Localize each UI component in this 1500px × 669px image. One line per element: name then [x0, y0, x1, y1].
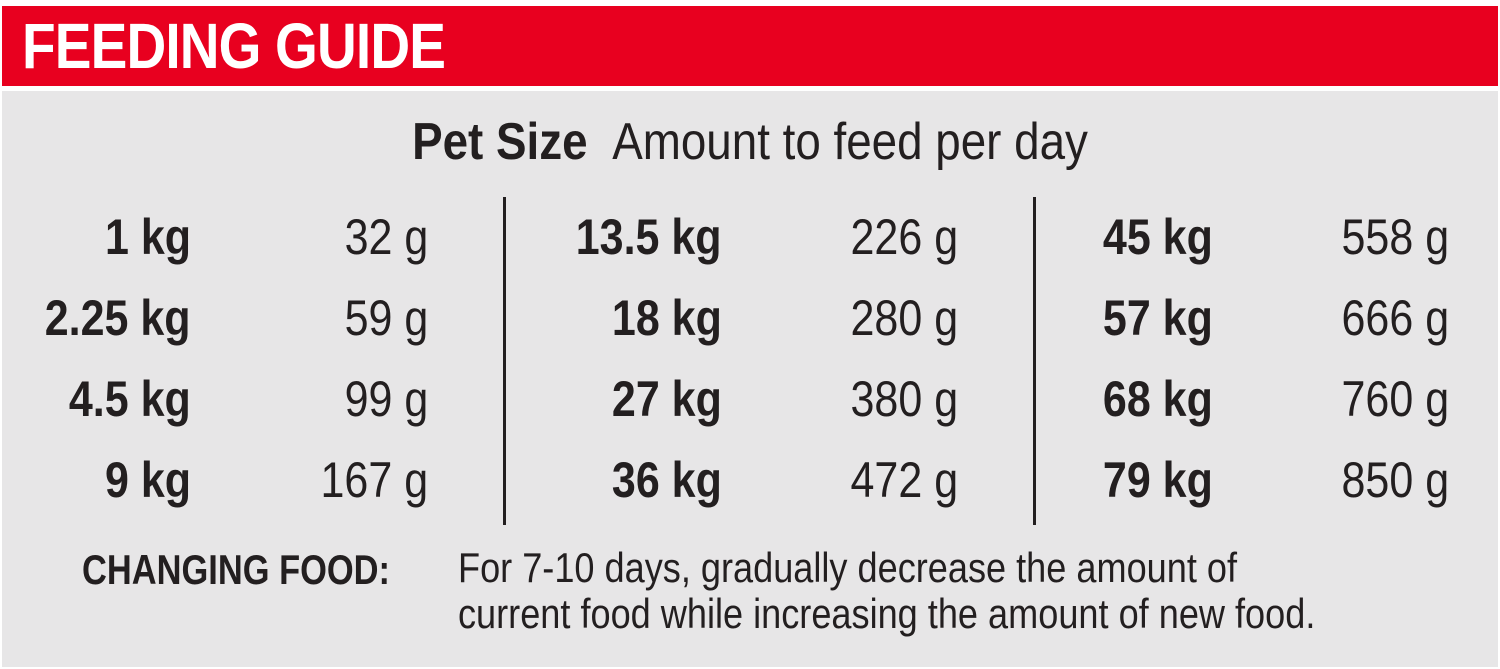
changing-food-line-2: current food while increasing the amount… — [458, 590, 1316, 637]
pet-size-cell: 57 kg — [1103, 290, 1213, 346]
pet-size-cell: 68 kg — [1103, 371, 1213, 427]
amount-cell: 226 g — [850, 209, 958, 265]
pet-size-cell: 13.5 kg — [576, 209, 722, 265]
pet-size-cell: 79 kg — [1103, 452, 1213, 508]
amount-cell: 280 g — [850, 290, 958, 346]
amount-header: Amount to feed per day — [612, 113, 1088, 171]
table-header: Pet Size Amount to feed per day — [0, 114, 1500, 170]
title-banner: FEEDING GUIDE — [2, 6, 1498, 86]
amount-cell: 472 g — [850, 452, 958, 508]
pet-size-header: Pet Size — [412, 113, 588, 171]
amount-cell: 760 g — [1341, 371, 1449, 427]
changing-food-text: For 7-10 days, gradually decrease the am… — [458, 545, 1315, 637]
column-divider — [503, 197, 506, 525]
pet-size-cell: 2.25 kg — [45, 290, 191, 346]
amount-cell: 32 g — [344, 209, 428, 265]
pet-size-cell: 36 kg — [612, 452, 722, 508]
page-title: FEEDING GUIDE — [22, 10, 446, 82]
amount-cell: 558 g — [1341, 209, 1449, 265]
pet-size-cell: 1 kg — [104, 209, 191, 265]
amount-cell: 167 g — [320, 452, 428, 508]
pet-size-cell: 4.5 kg — [69, 371, 191, 427]
amount-cell: 99 g — [344, 371, 428, 427]
pet-size-cell: 18 kg — [612, 290, 722, 346]
pet-size-cell: 27 kg — [612, 371, 722, 427]
pet-size-cell: 45 kg — [1103, 209, 1213, 265]
amount-cell: 59 g — [344, 290, 428, 346]
amount-cell: 666 g — [1341, 290, 1449, 346]
changing-food-label: CHANGING FOOD: — [82, 546, 391, 593]
column-divider — [1033, 197, 1036, 525]
amount-cell: 850 g — [1341, 452, 1449, 508]
changing-food-line-1: For 7-10 days, gradually decrease the am… — [458, 544, 1238, 591]
pet-size-cell: 9 kg — [104, 452, 191, 508]
feeding-table-panel — [2, 91, 1498, 667]
amount-cell: 380 g — [850, 371, 958, 427]
